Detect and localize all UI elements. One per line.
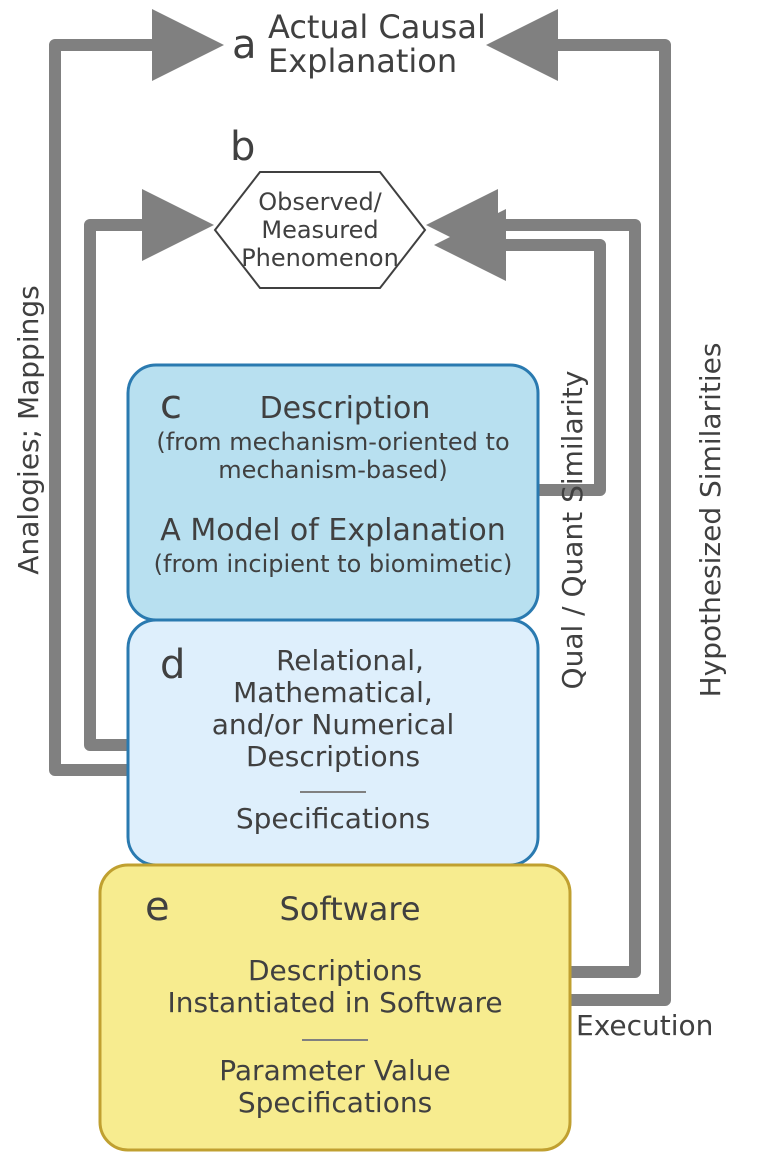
node-c: c Description (from mechanism-oriented t… <box>128 365 538 620</box>
node-e: e Software Descriptions Instantiated in … <box>100 865 570 1150</box>
node-c-title2: A Model of Explanation <box>160 513 505 548</box>
label-execution: Execution <box>576 1009 713 1042</box>
node-c-letter: c <box>160 382 182 428</box>
node-d-line2: Mathematical, <box>233 676 433 709</box>
node-e-sub1-l2: Instantiated in Software <box>167 986 502 1019</box>
node-e-sub2-l1: Parameter Value <box>219 1054 450 1087</box>
node-c-sub1-l1: (from mechanism-oriented to <box>156 428 509 456</box>
node-c-title1: Description <box>260 391 431 426</box>
node-d-letter: d <box>160 642 185 688</box>
label-right-inner: Qual / Quant Similarity <box>556 371 589 690</box>
node-c-sub2: (from incipient to biomimetic) <box>154 550 513 578</box>
node-b-line1: Observed/ <box>258 188 382 216</box>
node-e-sub1-l1: Descriptions <box>248 954 422 987</box>
node-e-letter: e <box>145 884 170 930</box>
diagram-canvas: Analogies; Mappings Hypothesized Similar… <box>0 0 765 1172</box>
node-d-line4: Descriptions <box>246 740 420 773</box>
node-b: b Observed/ Measured Phenomenon <box>215 124 425 288</box>
node-e-sub2-l2: Specifications <box>238 1086 432 1119</box>
node-b-line2: Measured <box>261 216 378 244</box>
node-d-sub: Specifications <box>236 802 430 835</box>
label-left-outer: Analogies; Mappings <box>12 285 45 574</box>
label-right-outer: Hypothesized Similarities <box>694 343 727 698</box>
node-e-title: Software <box>279 890 420 928</box>
node-b-letter: b <box>230 124 255 170</box>
node-a-title-line1: Actual Causal <box>268 8 486 46</box>
node-b-line3: Phenomenon <box>241 244 399 272</box>
node-d: d Relational, Mathematical, and/or Numer… <box>128 620 538 865</box>
node-a-title-line2: Explanation <box>268 42 457 80</box>
node-a: a Actual Causal Explanation <box>232 8 486 80</box>
node-d-line1: Relational, <box>276 644 424 677</box>
node-a-letter: a <box>232 22 257 68</box>
node-c-sub1-l2: mechanism-based) <box>218 456 448 484</box>
node-d-line3: and/or Numerical <box>212 708 454 741</box>
